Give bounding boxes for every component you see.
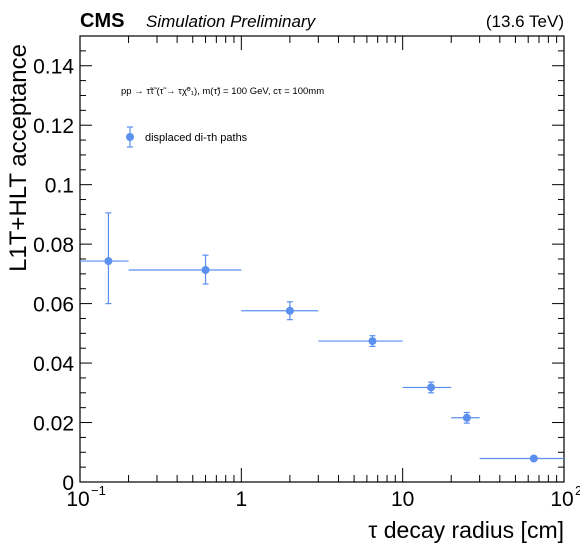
- status-label: Simulation Preliminary: [146, 12, 317, 31]
- process-label: pp → τ̃τ̃ (τ̃ → τχ̃⁰₁), m(τ̃) = 100 GeV,…: [121, 86, 324, 97]
- y-tick-label: 0.08: [33, 234, 74, 257]
- cms-label: CMS: [80, 10, 124, 32]
- y-tick-label: 0.04: [33, 353, 74, 376]
- data-point: [529, 454, 538, 463]
- x-tick-label: 10: [66, 488, 89, 511]
- y-tick-label: 0.02: [33, 413, 74, 436]
- x-tick-label: 10: [550, 488, 573, 511]
- legend-marker: [126, 133, 134, 141]
- data-layer: [80, 212, 564, 463]
- plot-frame: [79, 35, 565, 483]
- y-axis-title: L1T+HLT acceptance: [5, 44, 32, 272]
- x-tick-label-exponent: 2: [575, 483, 580, 498]
- legend-entry: displaced di-τh paths: [145, 132, 248, 144]
- data-point: [104, 257, 113, 266]
- data-point: [368, 337, 377, 346]
- y-tick-label: 0.06: [33, 294, 74, 317]
- energy-label: (13.6 TeV): [486, 12, 564, 31]
- legend: displaced di-τh paths: [126, 126, 248, 148]
- data-point: [201, 266, 210, 275]
- y-tick-label: 0: [62, 472, 74, 495]
- x-tick-label-exponent: −1: [91, 483, 106, 498]
- data-point: [427, 383, 436, 392]
- y-tick-label: 0.1: [45, 175, 74, 198]
- x-tick-label: 10: [391, 488, 414, 511]
- x-axis-title: τ decay radius [cm]: [368, 517, 564, 543]
- data-point: [285, 306, 294, 315]
- data-point: [462, 413, 471, 422]
- x-tick-label: 1: [235, 488, 247, 511]
- y-tick-label: 0.12: [33, 115, 74, 138]
- y-tick-label: 0.14: [33, 56, 74, 79]
